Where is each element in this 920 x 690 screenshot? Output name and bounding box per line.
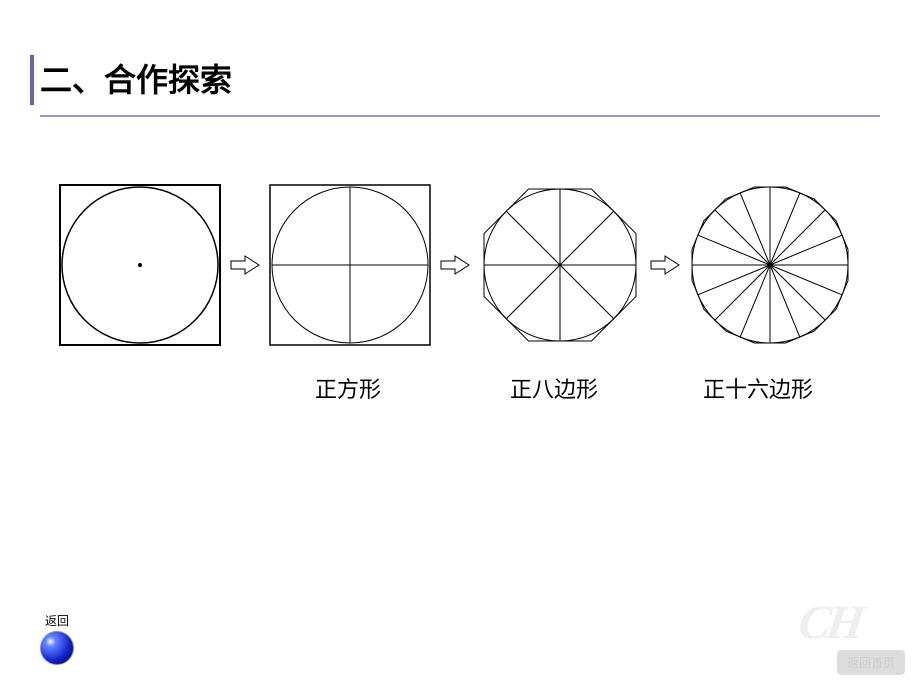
back-button-label: 返回 [40, 612, 74, 629]
figure-circle-in-square [55, 180, 225, 350]
watermark: CH [795, 595, 864, 650]
figure-16gon-16 [685, 180, 855, 350]
figure-square-4 [265, 180, 435, 350]
figure-octagon-8 [475, 180, 645, 350]
arrow-icon [230, 255, 260, 275]
label-octagon: 正八边形 [510, 372, 598, 404]
title-block: 二、合作探索 [40, 55, 232, 101]
home-button[interactable]: 返回首页 [837, 650, 905, 675]
arrow-icon [650, 255, 680, 275]
arrow-icon [440, 255, 470, 275]
title-accent-bar [30, 55, 34, 105]
sphere-icon [40, 631, 74, 665]
figures-row [55, 180, 855, 350]
back-button[interactable]: 返回 [40, 612, 74, 665]
label-square: 正方形 [315, 372, 381, 404]
title-underline [40, 115, 880, 117]
label-16gon: 正十六边形 [703, 372, 813, 404]
page-title: 二、合作探索 [40, 62, 232, 98]
